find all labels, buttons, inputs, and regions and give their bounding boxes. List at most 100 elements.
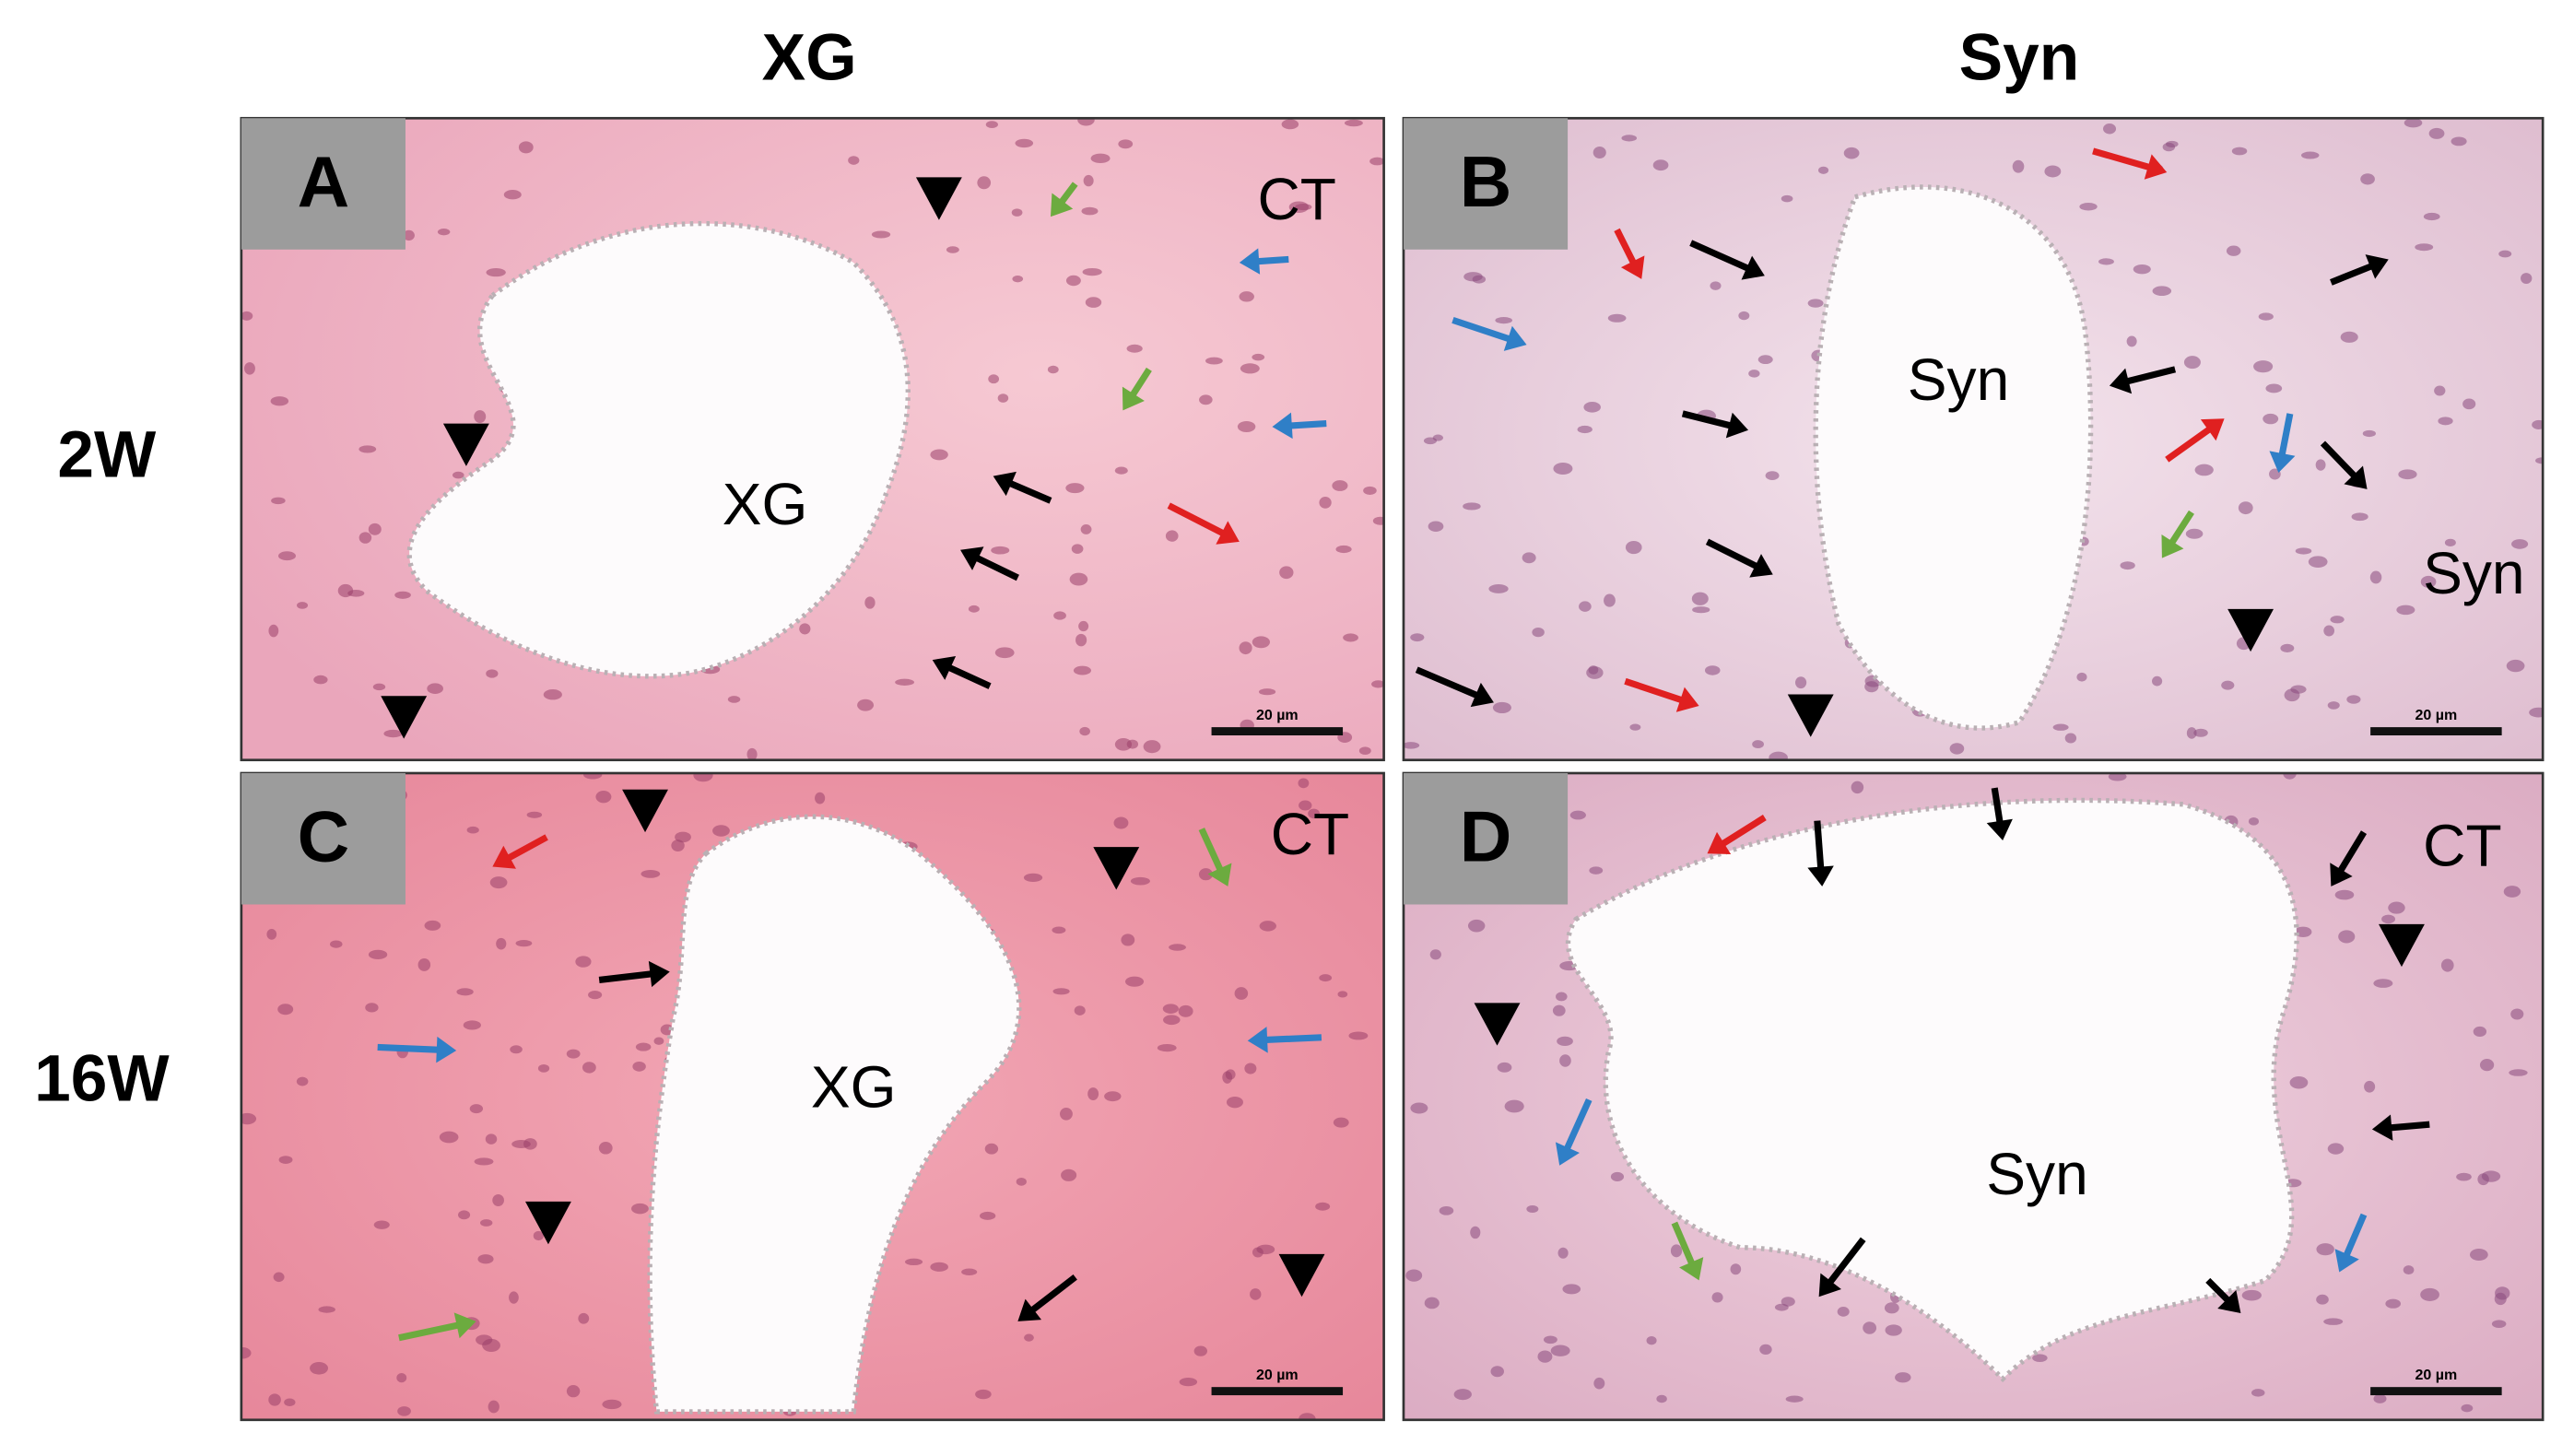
nucleus	[991, 546, 1010, 555]
nucleus	[1765, 471, 1780, 480]
lumen	[1813, 184, 2094, 731]
nucleus	[712, 825, 730, 837]
nucleus	[2423, 212, 2440, 221]
nucleus	[241, 1347, 252, 1359]
nucleus	[456, 988, 474, 996]
nucleus	[2241, 1289, 2262, 1301]
nucleus	[1240, 363, 1260, 374]
nucleus	[458, 1210, 471, 1220]
nucleus	[930, 449, 948, 461]
nucleus	[864, 596, 876, 609]
nucleus	[368, 523, 382, 535]
nucleus	[1299, 800, 1312, 811]
annotation: Syn	[1986, 1141, 2087, 1207]
arrow-head	[2344, 465, 2368, 489]
arrow-head	[648, 960, 670, 988]
arrow-head	[1675, 687, 1699, 712]
arrow-shaft	[2092, 147, 2156, 172]
nucleus	[2316, 1294, 2329, 1305]
nucleus	[598, 1142, 613, 1155]
nucleus	[1082, 267, 1102, 276]
panel-label: C	[298, 796, 350, 877]
nucleus	[2231, 147, 2248, 156]
nucleus	[1225, 1069, 1236, 1080]
panel: B Syn Syn 20 µm	[1402, 116, 2545, 762]
arrowhead-marker	[2379, 923, 2425, 968]
nucleus	[2509, 1069, 2528, 1076]
nucleus	[1308, 808, 1321, 819]
arrow-head	[1620, 255, 1645, 279]
nucleus	[1335, 545, 1352, 554]
nucleus	[1052, 926, 1066, 934]
arrow-shaft	[598, 969, 658, 983]
nucleus	[479, 1219, 493, 1227]
nucleus	[2280, 643, 2295, 653]
nucleus	[1075, 633, 1087, 647]
nucleus	[1711, 1292, 1723, 1303]
nucleus	[1281, 119, 1299, 130]
arrow-shaft	[2165, 423, 2216, 463]
nucleus	[1369, 157, 1384, 166]
nucleus	[1569, 810, 1586, 820]
arrow-shaft	[1285, 420, 1327, 429]
nucleus	[1113, 816, 1129, 829]
nucleus	[503, 190, 522, 200]
nucleus	[2398, 469, 2417, 480]
arrowhead-marker	[442, 423, 489, 466]
nucleus	[1557, 1247, 1569, 1259]
nucleus	[1424, 1297, 1440, 1309]
arrow-shaft	[970, 552, 1019, 581]
nucleus	[1864, 681, 1879, 693]
nucleus	[1299, 1413, 1316, 1420]
nucleus	[2193, 728, 2208, 737]
nucleus	[1198, 868, 1213, 881]
nucleus	[1124, 976, 1145, 987]
nucleus	[2506, 659, 2525, 673]
arrow-head	[1216, 521, 1240, 545]
panel: D CT Syn 20 µm	[1402, 771, 2545, 1422]
nucleus	[1193, 1345, 1208, 1356]
column-header: Syn	[1959, 21, 2080, 95]
nucleus	[1234, 987, 1249, 1000]
nucleus	[1157, 1043, 1177, 1052]
nucleus	[1358, 746, 1371, 756]
nucleus	[1553, 463, 1573, 475]
nucleus	[477, 1254, 494, 1264]
nucleus	[1169, 944, 1186, 951]
nucleus	[358, 445, 377, 453]
nucleus	[1239, 641, 1252, 655]
nucleus	[318, 1306, 335, 1313]
nucleus	[582, 1062, 596, 1074]
nucleus	[1488, 584, 1509, 593]
nucleus	[243, 362, 255, 375]
nucleus	[1060, 1108, 1073, 1121]
nucleus	[2032, 1354, 2048, 1363]
arrow-shaft	[1716, 815, 1767, 850]
annotation: Syn	[2423, 540, 2524, 606]
arrow-shaft	[502, 834, 548, 863]
nucleus	[2381, 914, 2396, 924]
nucleus	[2152, 675, 2163, 687]
nucleus	[1610, 1171, 1625, 1181]
scale-bar	[1211, 727, 1344, 736]
nucleus	[439, 1131, 459, 1144]
annotation: CT	[2423, 813, 2501, 879]
nucleus	[337, 583, 354, 598]
nucleus	[1179, 1378, 1198, 1387]
arrow-head	[492, 845, 516, 869]
arrow-head	[453, 1312, 476, 1339]
arrow-head	[2269, 451, 2296, 474]
nucleus	[2315, 459, 2326, 471]
nucleus	[1047, 365, 1059, 374]
nucleus	[946, 246, 959, 253]
nucleus	[848, 156, 860, 165]
arrow-head	[2217, 1289, 2241, 1314]
nucleus	[533, 1230, 544, 1241]
nucleus	[671, 840, 685, 852]
nucleus	[1428, 521, 1444, 532]
arrow-shaft	[2121, 366, 2177, 386]
panel-label: D	[1460, 796, 1512, 877]
nucleus	[1252, 636, 1270, 649]
nucleus	[296, 1076, 309, 1086]
nucleus	[2263, 413, 2279, 425]
